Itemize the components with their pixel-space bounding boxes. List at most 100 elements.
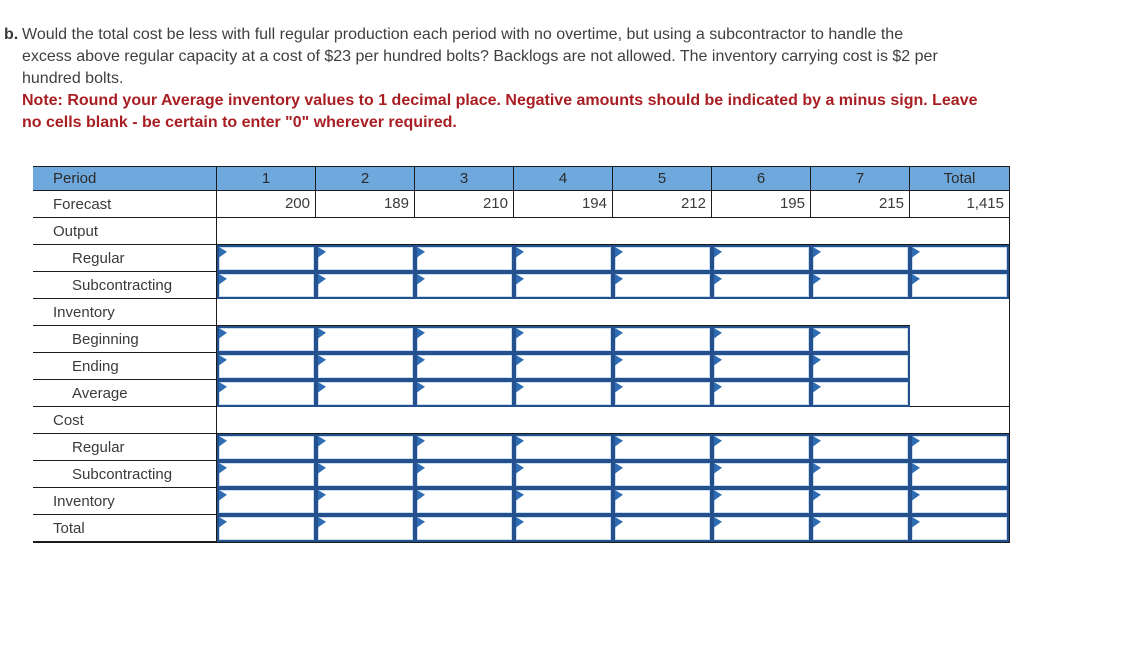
cell-flag-icon [615, 382, 623, 393]
input-cells-group [217, 272, 1009, 299]
input-cell[interactable] [217, 515, 316, 542]
cell-flag-icon [417, 355, 425, 366]
input-cell[interactable] [910, 488, 1009, 515]
input-cell[interactable] [415, 353, 514, 380]
note-line: no cells blank - be certain to enter "0"… [22, 114, 457, 131]
note-line: Note: Round your Average inventory value… [22, 92, 978, 109]
input-cell[interactable] [613, 461, 712, 488]
input-cell[interactable] [415, 515, 514, 542]
input-cell[interactable] [514, 515, 613, 542]
input-row-output-subcontracting: Subcontracting [33, 272, 1009, 299]
input-cell[interactable] [712, 353, 811, 380]
input-cell[interactable] [415, 434, 514, 461]
input-cell[interactable] [217, 380, 316, 407]
input-cell[interactable] [217, 488, 316, 515]
cell-flag-icon [615, 463, 623, 474]
input-cell[interactable] [811, 515, 910, 542]
input-cell[interactable] [514, 380, 613, 407]
input-cell[interactable] [811, 245, 910, 272]
input-cell[interactable] [613, 488, 712, 515]
input-cell[interactable] [712, 461, 811, 488]
input-cell[interactable] [712, 380, 811, 407]
input-cell[interactable] [316, 434, 415, 461]
input-cell[interactable] [514, 461, 613, 488]
forecast-value: 195 [712, 191, 811, 218]
cell-flag-icon [714, 382, 722, 393]
input-cell[interactable] [415, 245, 514, 272]
input-cell[interactable] [217, 245, 316, 272]
input-cell[interactable] [514, 353, 613, 380]
input-cell[interactable] [811, 488, 910, 515]
input-cell[interactable] [613, 245, 712, 272]
input-cell[interactable] [415, 380, 514, 407]
row-label: Regular [33, 245, 217, 272]
input-cell[interactable] [217, 461, 316, 488]
cell-flag-icon [912, 490, 920, 501]
input-cell[interactable] [910, 272, 1009, 299]
cell-flag-icon [615, 355, 623, 366]
input-cell[interactable] [613, 380, 712, 407]
input-cell[interactable] [910, 515, 1009, 542]
input-cell[interactable] [316, 272, 415, 299]
section-label: Cost [33, 407, 217, 434]
input-cell[interactable] [316, 245, 415, 272]
input-cell[interactable] [217, 353, 316, 380]
input-cell[interactable] [514, 488, 613, 515]
input-cell[interactable] [712, 515, 811, 542]
input-cell[interactable] [316, 353, 415, 380]
input-cell[interactable] [613, 515, 712, 542]
cell-flag-icon [318, 463, 326, 474]
input-cell[interactable] [316, 515, 415, 542]
cell-flag-icon [912, 463, 920, 474]
input-cell[interactable] [613, 326, 712, 353]
input-cell[interactable] [712, 272, 811, 299]
input-cell[interactable] [217, 272, 316, 299]
input-cell[interactable] [514, 245, 613, 272]
input-cell[interactable] [613, 353, 712, 380]
cell-flag-icon [516, 328, 524, 339]
input-cell[interactable] [415, 461, 514, 488]
input-cell[interactable] [811, 353, 910, 380]
section-label: Inventory [33, 299, 217, 326]
row-label: Subcontracting [33, 272, 217, 299]
input-cell[interactable] [712, 245, 811, 272]
input-cell[interactable] [217, 434, 316, 461]
input-cell[interactable] [514, 326, 613, 353]
input-cell[interactable] [910, 461, 1009, 488]
input-cell[interactable] [910, 434, 1009, 461]
header-col: 4 [514, 167, 613, 191]
input-cell[interactable] [514, 434, 613, 461]
input-cell[interactable] [613, 434, 712, 461]
input-cell[interactable] [415, 488, 514, 515]
header-period: Period [33, 167, 217, 191]
input-cell[interactable] [415, 326, 514, 353]
input-cell[interactable] [514, 272, 613, 299]
input-cell[interactable] [316, 488, 415, 515]
question-part-label: b. [4, 26, 19, 43]
input-cell[interactable] [415, 272, 514, 299]
input-cell[interactable] [712, 488, 811, 515]
cell-flag-icon [813, 355, 821, 366]
cell-flag-icon [813, 382, 821, 393]
input-cell[interactable] [316, 380, 415, 407]
input-cell[interactable] [811, 434, 910, 461]
input-cell[interactable] [217, 326, 316, 353]
input-cell[interactable] [712, 326, 811, 353]
input-cell[interactable] [316, 461, 415, 488]
section-spacer [217, 299, 910, 326]
cell-flag-icon [219, 247, 227, 258]
input-cell[interactable] [613, 272, 712, 299]
cell-flag-icon [813, 274, 821, 285]
cell-flag-icon [417, 463, 425, 474]
cell-flag-icon [516, 490, 524, 501]
cell-flag-icon [417, 517, 425, 528]
input-cells-group [217, 434, 1009, 461]
input-cell[interactable] [811, 461, 910, 488]
header-col: 7 [811, 167, 910, 191]
input-cell[interactable] [811, 326, 910, 353]
input-cell[interactable] [910, 245, 1009, 272]
input-cell[interactable] [712, 434, 811, 461]
input-cell[interactable] [811, 272, 910, 299]
input-cell[interactable] [811, 380, 910, 407]
input-cell[interactable] [316, 326, 415, 353]
